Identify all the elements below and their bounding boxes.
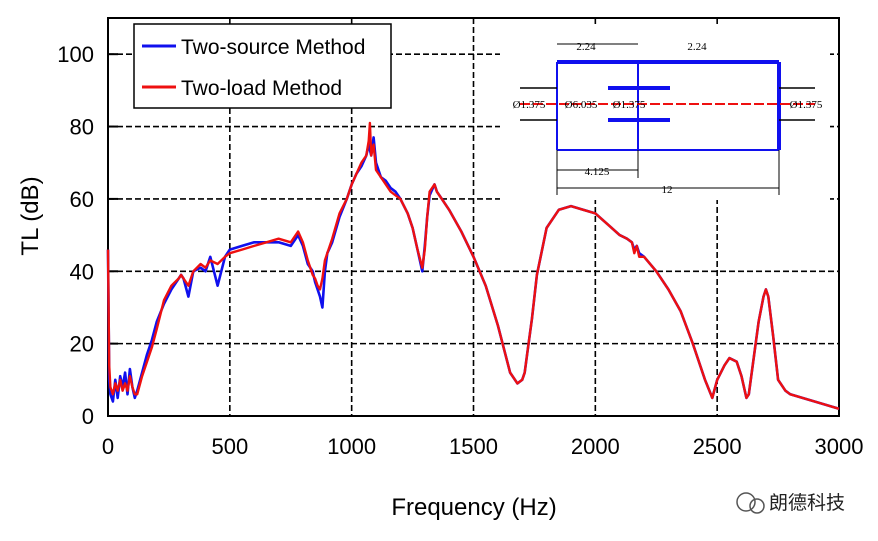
- dim-label-224-left: 2.24: [576, 41, 596, 53]
- watermark: 朗德科技: [736, 492, 845, 514]
- y-tick-label: 20: [70, 332, 94, 357]
- watermark-text: 朗德科技: [769, 492, 845, 514]
- series-line-two-load: [106, 121, 840, 410]
- x-tick-label: 1000: [327, 434, 376, 459]
- watermark-icon-2: [749, 498, 765, 514]
- x-axis-label: Frequency (Hz): [391, 494, 556, 521]
- watermark-icon: [736, 492, 756, 512]
- x-tick-label: 1500: [449, 434, 498, 459]
- x-tick-label: 500: [211, 434, 248, 459]
- y-tick-label: 60: [70, 187, 94, 212]
- y-tick-label: 0: [82, 404, 94, 429]
- x-ticks: 0 500 1000 1500 2000 2500 3000: [102, 434, 864, 459]
- legend-label-two-load: Two-load Method: [181, 77, 342, 100]
- x-tick-label: 2000: [571, 434, 620, 459]
- dim-label-chamber-dia: Ø6.035: [565, 99, 598, 111]
- legend: Two-source Method Two-load Method: [133, 23, 392, 109]
- inset-background: [500, 24, 830, 200]
- x-tick-label: 2500: [693, 434, 742, 459]
- dim-label-4125: 4.125: [585, 166, 610, 178]
- x-tick-label: 0: [102, 434, 114, 459]
- dim-label-12: 12: [662, 184, 673, 196]
- series-layer: [106, 121, 840, 411]
- dim-label-outlet-dia: Ø1.375: [790, 99, 823, 111]
- dim-label-224-right: 2.24: [687, 41, 707, 53]
- dim-label-tube-dia: Ø1.375: [613, 99, 646, 111]
- y-tick-label: 40: [70, 259, 94, 284]
- legend-box: [133, 23, 392, 109]
- y-axis-label: TL (dB): [17, 176, 44, 255]
- inset-diagram: 2.24 2.24 Ø1.375 Ø6.035 Ø1.375 Ø1.375 4.…: [500, 24, 830, 200]
- y-tick-label: 100: [57, 42, 94, 67]
- y-ticks: 0 20 40 60 80 100: [57, 42, 118, 429]
- legend-label-two-source: Two-source Method: [181, 36, 365, 59]
- y-tick-label: 80: [70, 115, 94, 140]
- x-tick-label: 3000: [815, 434, 864, 459]
- dim-label-inlet-dia: Ø1.375: [513, 99, 546, 111]
